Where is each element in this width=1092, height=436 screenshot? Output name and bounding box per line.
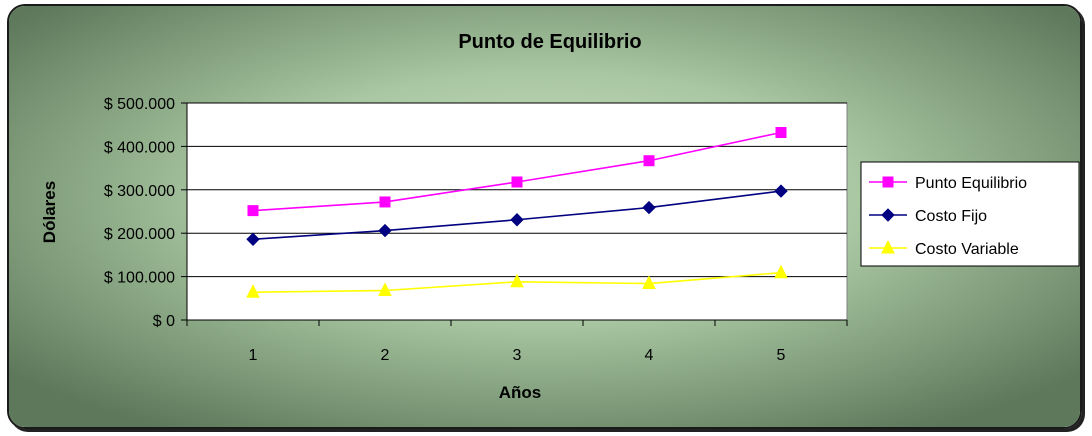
legend-label: Costo Fijo [915,208,987,225]
x-tick-label: 5 [777,347,786,364]
chart-frame: Punto de Equilibrio $ 0 $ 100.000 $ 200.00… [7,4,1082,429]
data-point [642,275,656,290]
legend: Punto Equilibrio Costo Fijo Costo Variable [860,161,1080,267]
y-tick-label: $ 200.000 [104,226,175,243]
legend-marker [882,176,894,188]
series-punto-equilibrio [247,127,787,217]
legend-item: Costo Fijo [869,208,987,225]
y-tick-label: $ 0 [153,313,175,330]
data-point [511,176,523,188]
series-costo-variable [246,264,788,298]
data-point [642,200,656,215]
y-tick-label: $ 300.000 [104,183,175,200]
data-point [379,196,391,208]
data-point [378,223,392,238]
legend-marker [881,208,895,222]
data-point [510,273,524,288]
legend-label: Punto Equilibrio [915,175,1027,192]
data-point [775,127,787,139]
axes: $ 0 $ 100.000 $ 200.000 $ 300.000 $ 400.000 $… [104,96,848,364]
y-tick-label: $ 100.000 [104,270,175,287]
y-tick-label: $ 400.000 [104,139,175,156]
data-point [378,282,392,296]
legend-label: Costo Variable [915,241,1019,258]
data-point [247,205,259,217]
data-point [774,184,788,198]
chart-title: Punto de Equilibrio [458,31,641,53]
plot-area [186,102,848,321]
chart-canvas: Punto de Equilibrio $ 0 $ 100.000 $ 200.00… [9,6,1080,427]
data-point [510,213,524,227]
series-costo-fijo [246,184,788,246]
legend-marker [881,239,895,254]
x-tick-label: 4 [645,347,654,364]
data-point [643,155,655,167]
data-point [246,284,260,298]
data-point [774,264,788,279]
x-tick-label: 1 [249,347,258,364]
x-tick-label: 2 [381,347,390,364]
legend-item: Punto Equilibrio [869,175,1027,192]
legend-item: Costo Variable [869,239,1019,258]
x-tick-label: 3 [513,347,522,364]
x-axis-title: Años [499,383,542,402]
series-layer [246,127,788,298]
y-tick-label: $ 500.000 [104,96,175,113]
data-point [246,232,260,246]
y-axis-title: Dólares [40,181,59,243]
